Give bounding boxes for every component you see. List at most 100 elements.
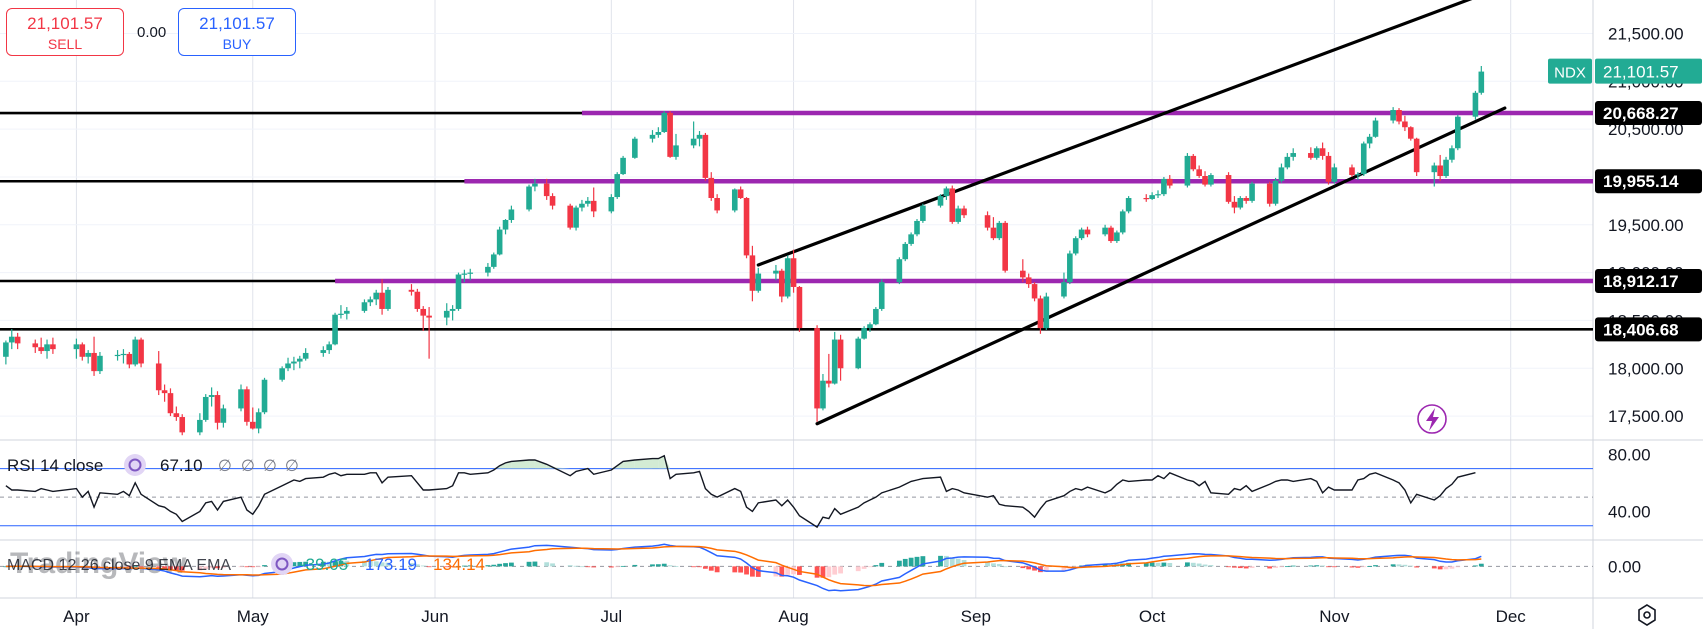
candle-2024-07-19 <box>714 194 720 214</box>
macd-histogram-bar <box>1279 566 1284 568</box>
candle-2024-11-18 <box>1431 162 1438 187</box>
time-axis-label-sep: Sep <box>961 607 991 626</box>
candle-2024-09-18 <box>1072 236 1079 256</box>
candle-body <box>1061 282 1067 297</box>
candle-2024-07-31 <box>784 255 791 299</box>
candle-body <box>920 205 926 221</box>
macd-histogram-bar <box>943 555 949 567</box>
macd-histogram-bar <box>115 566 120 568</box>
macd-histogram-bar <box>996 564 1002 567</box>
price-labels: 20,668.27 19,955.14 18,912.17 18,406.68 NDX 2… <box>1548 58 1702 342</box>
candle-body <box>461 273 468 275</box>
macd-histogram-bar <box>1249 566 1255 569</box>
macd-histogram-bar <box>1478 563 1484 567</box>
candle-2024-10-02 <box>1155 190 1161 198</box>
candle-body <box>161 390 168 394</box>
candle-2024-10-22 <box>1272 177 1279 206</box>
macd-histogram-bar <box>632 564 638 567</box>
trendline-1[interactable] <box>756 0 1475 267</box>
candle-body <box>120 353 127 356</box>
macd-histogram-bar <box>985 561 990 567</box>
candle-2024-08-30 <box>961 205 967 219</box>
level-price-tag-1 <box>1595 101 1702 126</box>
macd-histogram-bar <box>702 566 708 569</box>
macd-histogram-bar <box>132 566 138 568</box>
macd-line-value: 173.19 <box>365 555 417 574</box>
candle-2024-09-04 <box>990 217 997 241</box>
candle-body <box>1478 71 1485 93</box>
candle-body <box>855 338 862 369</box>
candle-body <box>614 174 621 198</box>
horizontal-levels[interactable] <box>0 110 1593 331</box>
macd-axis-tick: 0.00 <box>1608 557 1641 576</box>
macd-histogram-bar <box>1290 565 1296 567</box>
candle-2024-04-09 <box>120 349 127 364</box>
chart-settings-icon[interactable] <box>1638 604 1656 626</box>
candle-2024-11-20 <box>1443 156 1449 178</box>
candle-body <box>696 134 703 139</box>
candle-body <box>1284 156 1291 168</box>
candle-2024-06-17 <box>526 184 532 212</box>
macd-histogram-bar <box>1273 566 1278 568</box>
macd-histogram-bar <box>426 566 432 568</box>
candle-body <box>1407 127 1414 139</box>
macd-histogram-bar <box>138 566 144 568</box>
candle-body <box>114 354 121 357</box>
macd-histogram-bar <box>1431 566 1437 569</box>
candle-2024-09-20 <box>1084 226 1091 238</box>
candle-2024-05-24 <box>385 286 391 311</box>
candle-body <box>79 344 86 357</box>
macd-line <box>5 543 1482 592</box>
candle-body <box>1231 201 1238 208</box>
macd-histogram-bar <box>532 561 538 567</box>
candle-body <box>467 272 474 274</box>
level-price-label-4: 18,406.68 <box>1603 320 1679 339</box>
macd-histogram-bar <box>691 566 697 568</box>
candle-body <box>8 336 15 343</box>
candle-body <box>1390 110 1396 121</box>
candle-2024-10-17 <box>1243 196 1249 204</box>
macd-settings-icon[interactable] <box>271 553 293 575</box>
candle-2024-08-09 <box>837 334 844 381</box>
macd-histogram-bar <box>908 557 914 567</box>
macd-histogram-value: -39.05 <box>300 555 348 574</box>
candle-body <box>984 215 991 228</box>
candle-body <box>373 292 380 300</box>
level-price-tag-3 <box>1595 269 1702 294</box>
trendline-2[interactable] <box>815 106 1507 426</box>
quick-action-icon[interactable] <box>1417 404 1447 434</box>
candle-body <box>755 273 762 291</box>
candle-2024-05-02 <box>255 408 262 434</box>
macd-histogram-bar <box>467 565 473 567</box>
candle-body <box>867 324 873 329</box>
candle-2024-06-10 <box>485 263 491 277</box>
candle-body <box>784 258 791 297</box>
sell-price: 21,101.57 <box>27 14 103 33</box>
candle-2024-11-19 <box>1437 154 1443 181</box>
candle-body <box>44 344 50 352</box>
candle-body <box>443 310 450 318</box>
sell-button[interactable]: 21,101.57 SELL <box>6 8 124 56</box>
candle-2024-08-05 <box>814 325 820 422</box>
candle-2024-05-28 <box>408 284 415 296</box>
rsi-axis-tick: 40.00 <box>1608 502 1651 521</box>
buy-button[interactable]: 21,101.57 BUY <box>178 8 296 56</box>
macd-signal-value: 134.14 <box>433 555 485 574</box>
channel-trendlines[interactable] <box>756 0 1507 426</box>
candle-body <box>32 343 39 348</box>
candle-body <box>1313 148 1320 158</box>
macd-histogram-bar <box>126 566 132 568</box>
macd-histogram-bar <box>1243 566 1249 569</box>
rsi-axis-tick: 80.00 <box>1608 445 1651 464</box>
rsi-na-4: ∅ <box>285 456 299 475</box>
macd-histogram-bar <box>750 566 755 577</box>
macd-histogram-bar <box>385 562 391 567</box>
rsi-settings-icon[interactable] <box>124 454 146 476</box>
candle-2024-07-30 <box>779 268 785 303</box>
candle-2024-11-06 <box>1360 141 1367 176</box>
candle-2024-03-20 <box>3 340 9 365</box>
time-axis-label-may: May <box>237 607 270 626</box>
candle-2024-05-03 <box>261 377 268 415</box>
candle-2024-05-13 <box>320 346 327 357</box>
